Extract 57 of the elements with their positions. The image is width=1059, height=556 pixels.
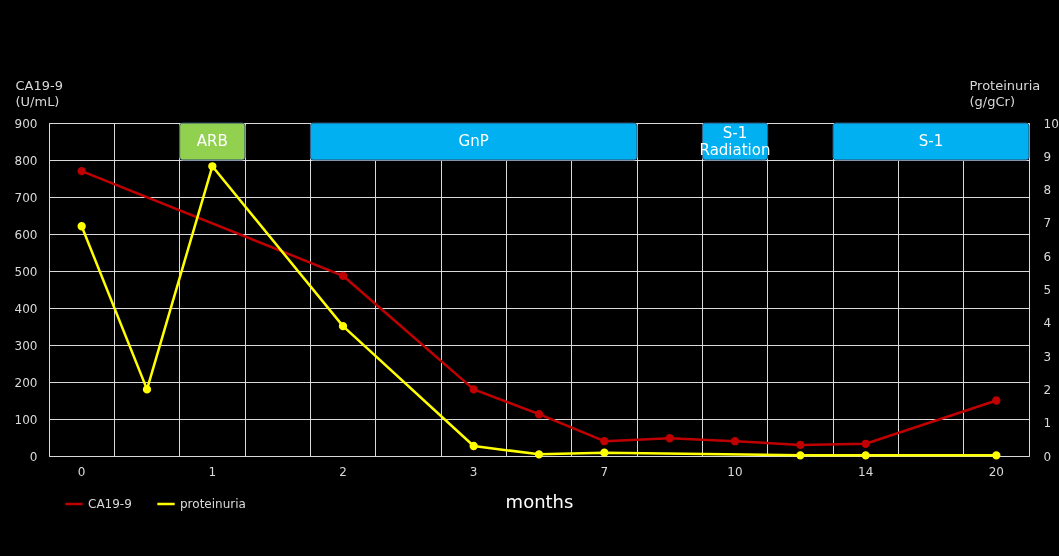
point: [600, 437, 609, 446]
point: [338, 271, 348, 280]
y2-axis-title: Proteinuria (g/gCr): [969, 77, 1041, 109]
y2-tick-label: 1: [1043, 416, 1052, 431]
point: [469, 441, 478, 451]
y-tick-label: 900: [14, 116, 38, 131]
point: [534, 410, 544, 419]
band-label: ARB: [196, 132, 228, 150]
y-tick-label: 500: [14, 264, 38, 279]
y2-tick-label: 2: [1043, 382, 1052, 397]
point: [208, 162, 217, 171]
x-tick-label: 7: [600, 464, 609, 479]
x-tick-label: 20: [988, 464, 1004, 479]
y2-tick-label: 3: [1043, 349, 1052, 364]
point: [534, 450, 544, 459]
x-tick-label: 1: [208, 464, 217, 479]
x-tick-label: 0: [77, 464, 86, 479]
y2-tick-label: 5: [1043, 283, 1052, 297]
point: [796, 451, 805, 460]
point: [992, 396, 1001, 405]
y2-tick-label: 10: [1043, 116, 1059, 131]
point: [730, 437, 740, 446]
point: [992, 451, 1001, 460]
legend-label: proteinuria: [180, 497, 246, 511]
y-tick-label: 700: [14, 190, 38, 205]
y-tick-label: 100: [14, 412, 38, 427]
legend-label: CA19-9: [88, 497, 132, 511]
x-tick-label: 3: [469, 464, 478, 479]
y-tick-label: 200: [14, 375, 38, 390]
point: [796, 440, 805, 450]
y2-tick-label: 6: [1043, 249, 1052, 264]
y-tick-label: 600: [14, 227, 38, 242]
x-axis-title: months: [505, 490, 574, 512]
y2-tick-label: 4: [1043, 316, 1052, 331]
y-tick-label: 300: [14, 338, 38, 353]
point: [142, 385, 152, 394]
y-axis-title: CA19-9 (U/mL): [15, 77, 63, 109]
point: [861, 451, 870, 460]
x-tick-label: 10: [727, 464, 743, 479]
band-label: GnP: [458, 132, 489, 150]
band-label: S-1: [918, 132, 944, 150]
point: [469, 385, 478, 394]
y2-tick-label: 9: [1043, 149, 1052, 164]
point: [77, 166, 86, 176]
y-tick-label: 0: [29, 449, 38, 464]
y-tick-label: 800: [14, 153, 38, 168]
y-tick-label: 400: [14, 301, 38, 316]
y2-tick-label: 7: [1043, 216, 1052, 231]
y2-tick-label: 0: [1043, 449, 1052, 464]
point: [600, 448, 609, 457]
point: [338, 321, 348, 331]
y2-tick-label: 8: [1043, 183, 1052, 198]
point: [665, 434, 674, 443]
point: [77, 222, 86, 231]
point: [861, 439, 870, 448]
x-tick-label: 2: [339, 464, 347, 479]
x-tick-label: 14: [858, 464, 874, 479]
